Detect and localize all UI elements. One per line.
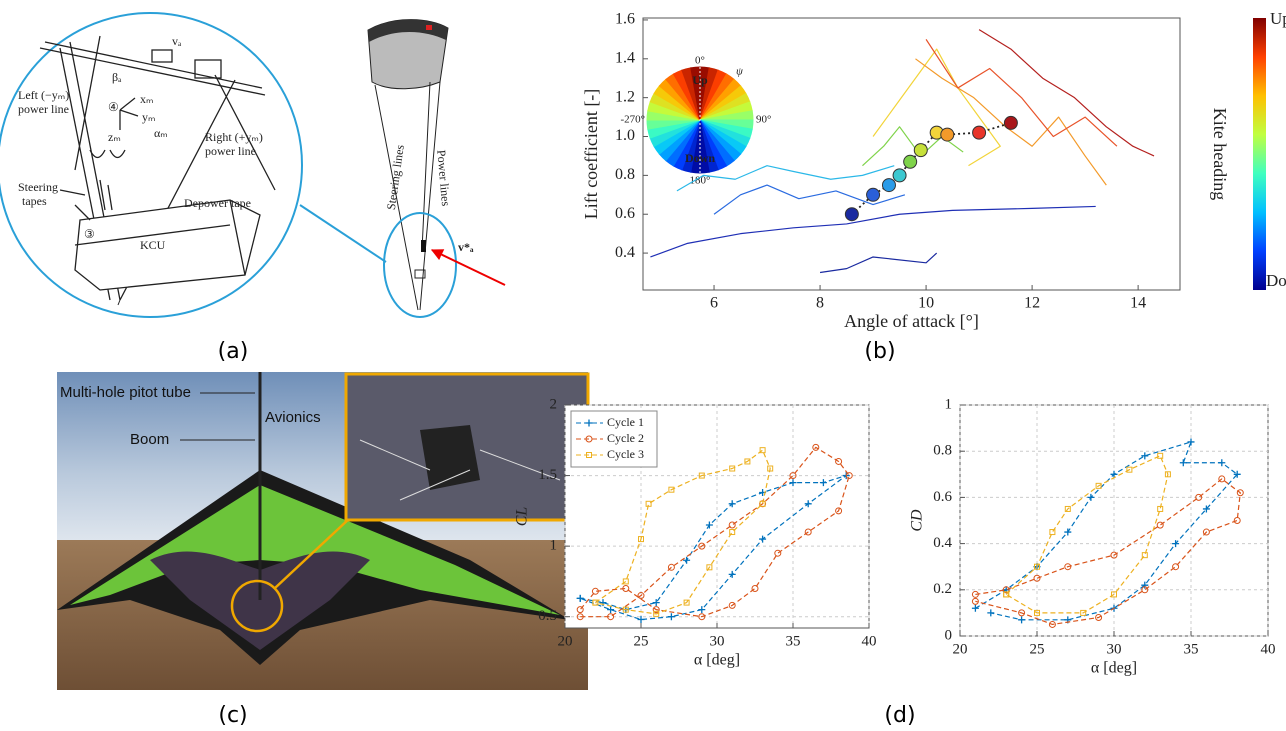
point: [904, 155, 917, 168]
x-tick-label: 30: [1107, 641, 1122, 657]
panel-c: Multi-hole pitot tube Boom Avionics (c): [57, 372, 588, 728]
y-tick-label: 0: [945, 627, 953, 643]
caption: (c): [218, 703, 247, 728]
x-tick-label: 40: [1261, 641, 1276, 657]
label: ④: [108, 100, 119, 114]
zoom-link: [300, 205, 386, 262]
caption: (d): [884, 703, 915, 728]
x-tick-label: 12: [1024, 295, 1040, 312]
label: zₘ: [108, 130, 121, 144]
legend-label: Cycle 2: [607, 431, 644, 445]
caption: (b): [864, 339, 895, 364]
x-tick-label: 20: [558, 633, 573, 649]
y-axis-label: CL: [514, 507, 531, 527]
y-tick-label: 0.4: [933, 535, 952, 551]
label: Avionics: [265, 409, 321, 426]
label: Depower tape: [184, 196, 251, 210]
x-axis-label: Angle of attack [°]: [844, 311, 979, 331]
x-tick-label: 40: [862, 633, 877, 649]
colorbar: [1253, 18, 1266, 290]
legend-label: Cycle 1: [607, 415, 644, 429]
label: ③: [84, 227, 95, 241]
label: Multi-hole pitot tube: [60, 384, 191, 401]
label: power line: [205, 144, 256, 158]
y-tick-label: 1: [550, 538, 558, 554]
label: v*ₐ: [458, 240, 474, 254]
x-axis-label: α [deg]: [694, 652, 740, 669]
inset-label: -270°: [620, 114, 645, 126]
label: xₘ: [140, 92, 153, 106]
y-tick-label: 0.8: [615, 166, 635, 183]
label: KCU: [140, 238, 166, 252]
label: Power lines: [434, 149, 453, 207]
x-axis-label: α [deg]: [1091, 660, 1137, 677]
y-axis-label: Lift coefficient [-]: [581, 89, 601, 220]
point: [973, 126, 986, 139]
x-tick-label: 8: [816, 295, 824, 312]
x-tick-label: 35: [1184, 641, 1199, 657]
x-tick-label: 20: [953, 641, 968, 657]
y-tick-label: 1.2: [615, 88, 635, 105]
figure: vₐ βₐ ④ xₘ yₘ zₘ αₘ Left (−yₘ) power lin…: [0, 0, 1286, 731]
label: yₘ: [142, 110, 155, 124]
y-tick-label: 1.5: [538, 467, 557, 483]
label: Steering: [18, 180, 58, 194]
label: vₐ: [172, 34, 182, 48]
point: [941, 128, 954, 141]
panel-a: vₐ βₐ ④ xₘ yₘ zₘ αₘ Left (−yₘ) power lin…: [0, 13, 505, 364]
point: [914, 144, 927, 157]
inset-label: ψ: [736, 66, 743, 78]
x-tick-label: 6: [710, 295, 718, 312]
inset-label: 90°: [756, 114, 771, 126]
y-tick-label: 0.5: [538, 608, 557, 624]
y-tick-label: 2: [550, 396, 558, 412]
inset-label: Down: [685, 151, 715, 165]
x-tick-label: 30: [710, 633, 725, 649]
label: Left (−yₘ): [18, 88, 69, 102]
y-tick-label: 0.6: [933, 489, 952, 505]
point: [1004, 116, 1017, 129]
y-tick-label: 0.4: [615, 244, 635, 261]
y-tick-label: 1: [945, 396, 953, 412]
legend-label: Cycle 3: [607, 447, 644, 461]
point: [882, 179, 895, 192]
label: power line: [18, 102, 69, 116]
label: Right (+yₘ): [205, 130, 263, 144]
x-tick-label: 25: [1030, 641, 1045, 657]
label: tapes: [22, 194, 47, 208]
label: βₐ: [112, 70, 122, 84]
y-tick-label: 1.0: [615, 127, 635, 144]
caption: (a): [218, 339, 249, 364]
label: Boom: [130, 431, 169, 448]
point: [893, 169, 906, 182]
colorbar-label: Down: [1266, 271, 1286, 290]
y-axis-label: CD: [909, 509, 926, 532]
point: [867, 188, 880, 201]
colorbar-title: Kite heading: [1210, 108, 1230, 200]
y-tick-label: 0.8: [933, 443, 952, 459]
y-tick-label: 0.6: [615, 205, 635, 222]
x-tick-label: 10: [918, 295, 934, 312]
inset-label: Up: [692, 73, 708, 87]
y-tick-label: 1.4: [615, 49, 635, 66]
x-tick-label: 14: [1130, 295, 1146, 312]
colorbar-label: Up: [1270, 9, 1286, 28]
label: αₘ: [154, 126, 168, 140]
inset-label: 0°: [695, 55, 705, 67]
x-tick-label: 25: [634, 633, 649, 649]
label: Steering lines: [384, 144, 407, 211]
point: [845, 208, 858, 221]
y-tick-label: 1.6: [615, 11, 635, 28]
x-tick-label: 35: [786, 633, 801, 649]
y-tick-label: 0.2: [933, 581, 952, 597]
